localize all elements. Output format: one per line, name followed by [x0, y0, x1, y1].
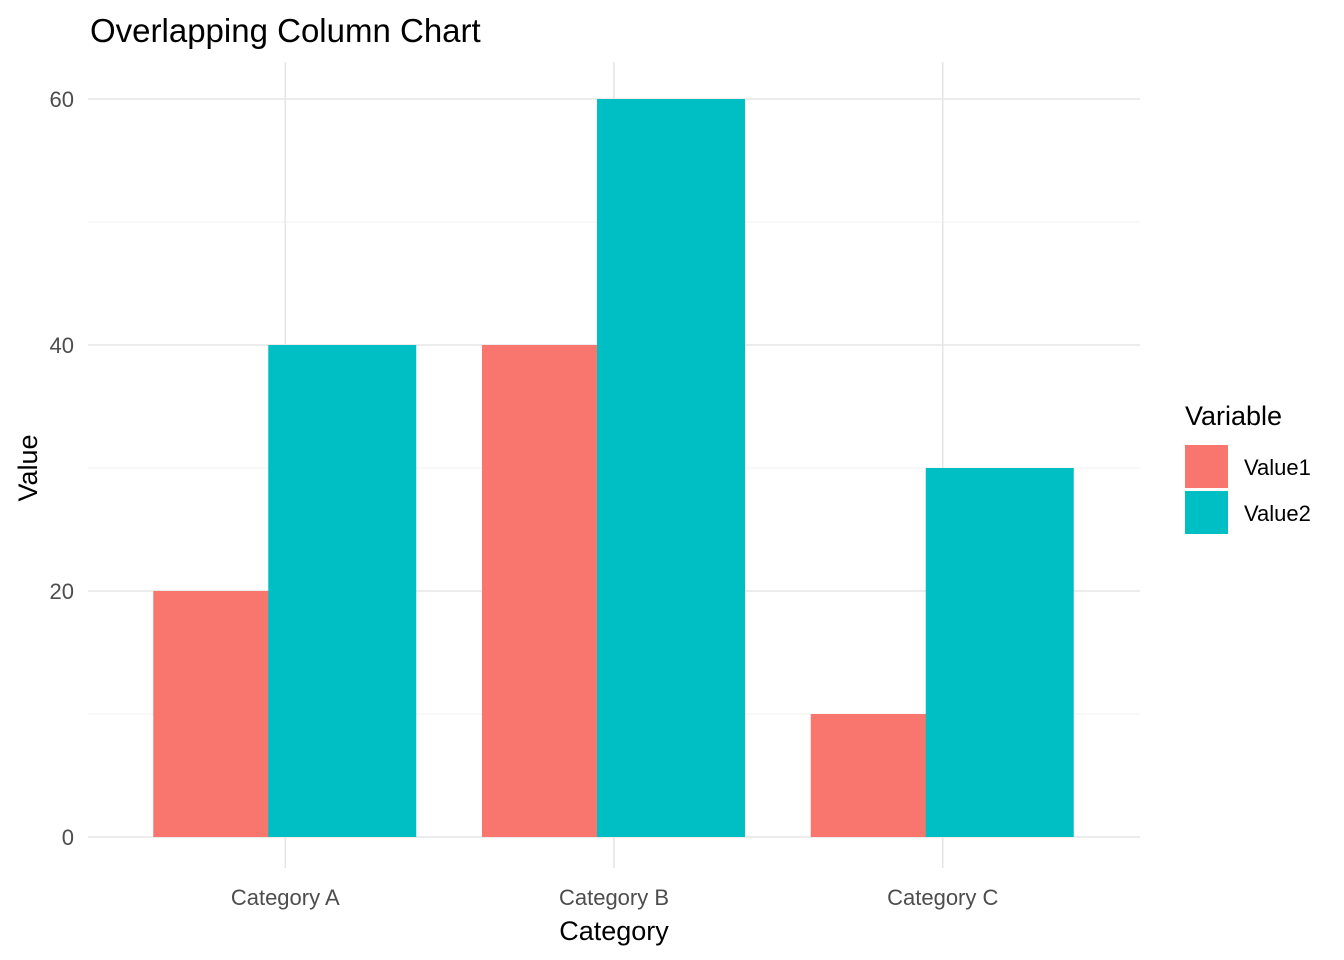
legend-title: Variable — [1185, 401, 1282, 431]
bars — [153, 99, 1074, 837]
bar-value1-1 — [153, 591, 270, 837]
legend-label-value1: Value1 — [1244, 455, 1311, 480]
bar-value1-2 — [482, 345, 598, 837]
x-axis-ticks: Category A Category B Category C — [231, 885, 999, 910]
legend: Variable Value1 Value2 — [1185, 401, 1311, 534]
y-axis-ticks: 0 20 40 60 — [50, 87, 74, 850]
x-tick-label: Category C — [887, 885, 998, 910]
x-tick-label: Category B — [559, 885, 669, 910]
legend-label-value2: Value2 — [1244, 501, 1311, 526]
bar-value1-3 — [810, 714, 927, 837]
y-axis-title: Value — [13, 434, 43, 501]
bar-value2-3 — [925, 468, 1074, 837]
y-tick-label: 60 — [50, 87, 74, 112]
legend-swatch-value1 — [1185, 445, 1228, 488]
legend-swatch-value2 — [1185, 491, 1228, 534]
y-tick-label: 20 — [50, 579, 74, 604]
x-tick-label: Category A — [231, 885, 340, 910]
bar-value2-2 — [597, 99, 745, 837]
y-tick-label: 0 — [62, 825, 74, 850]
x-axis-title: Category — [559, 916, 669, 946]
bar-value2-1 — [268, 345, 417, 837]
chart-title: Overlapping Column Chart — [90, 12, 481, 49]
y-tick-label: 40 — [50, 333, 74, 358]
